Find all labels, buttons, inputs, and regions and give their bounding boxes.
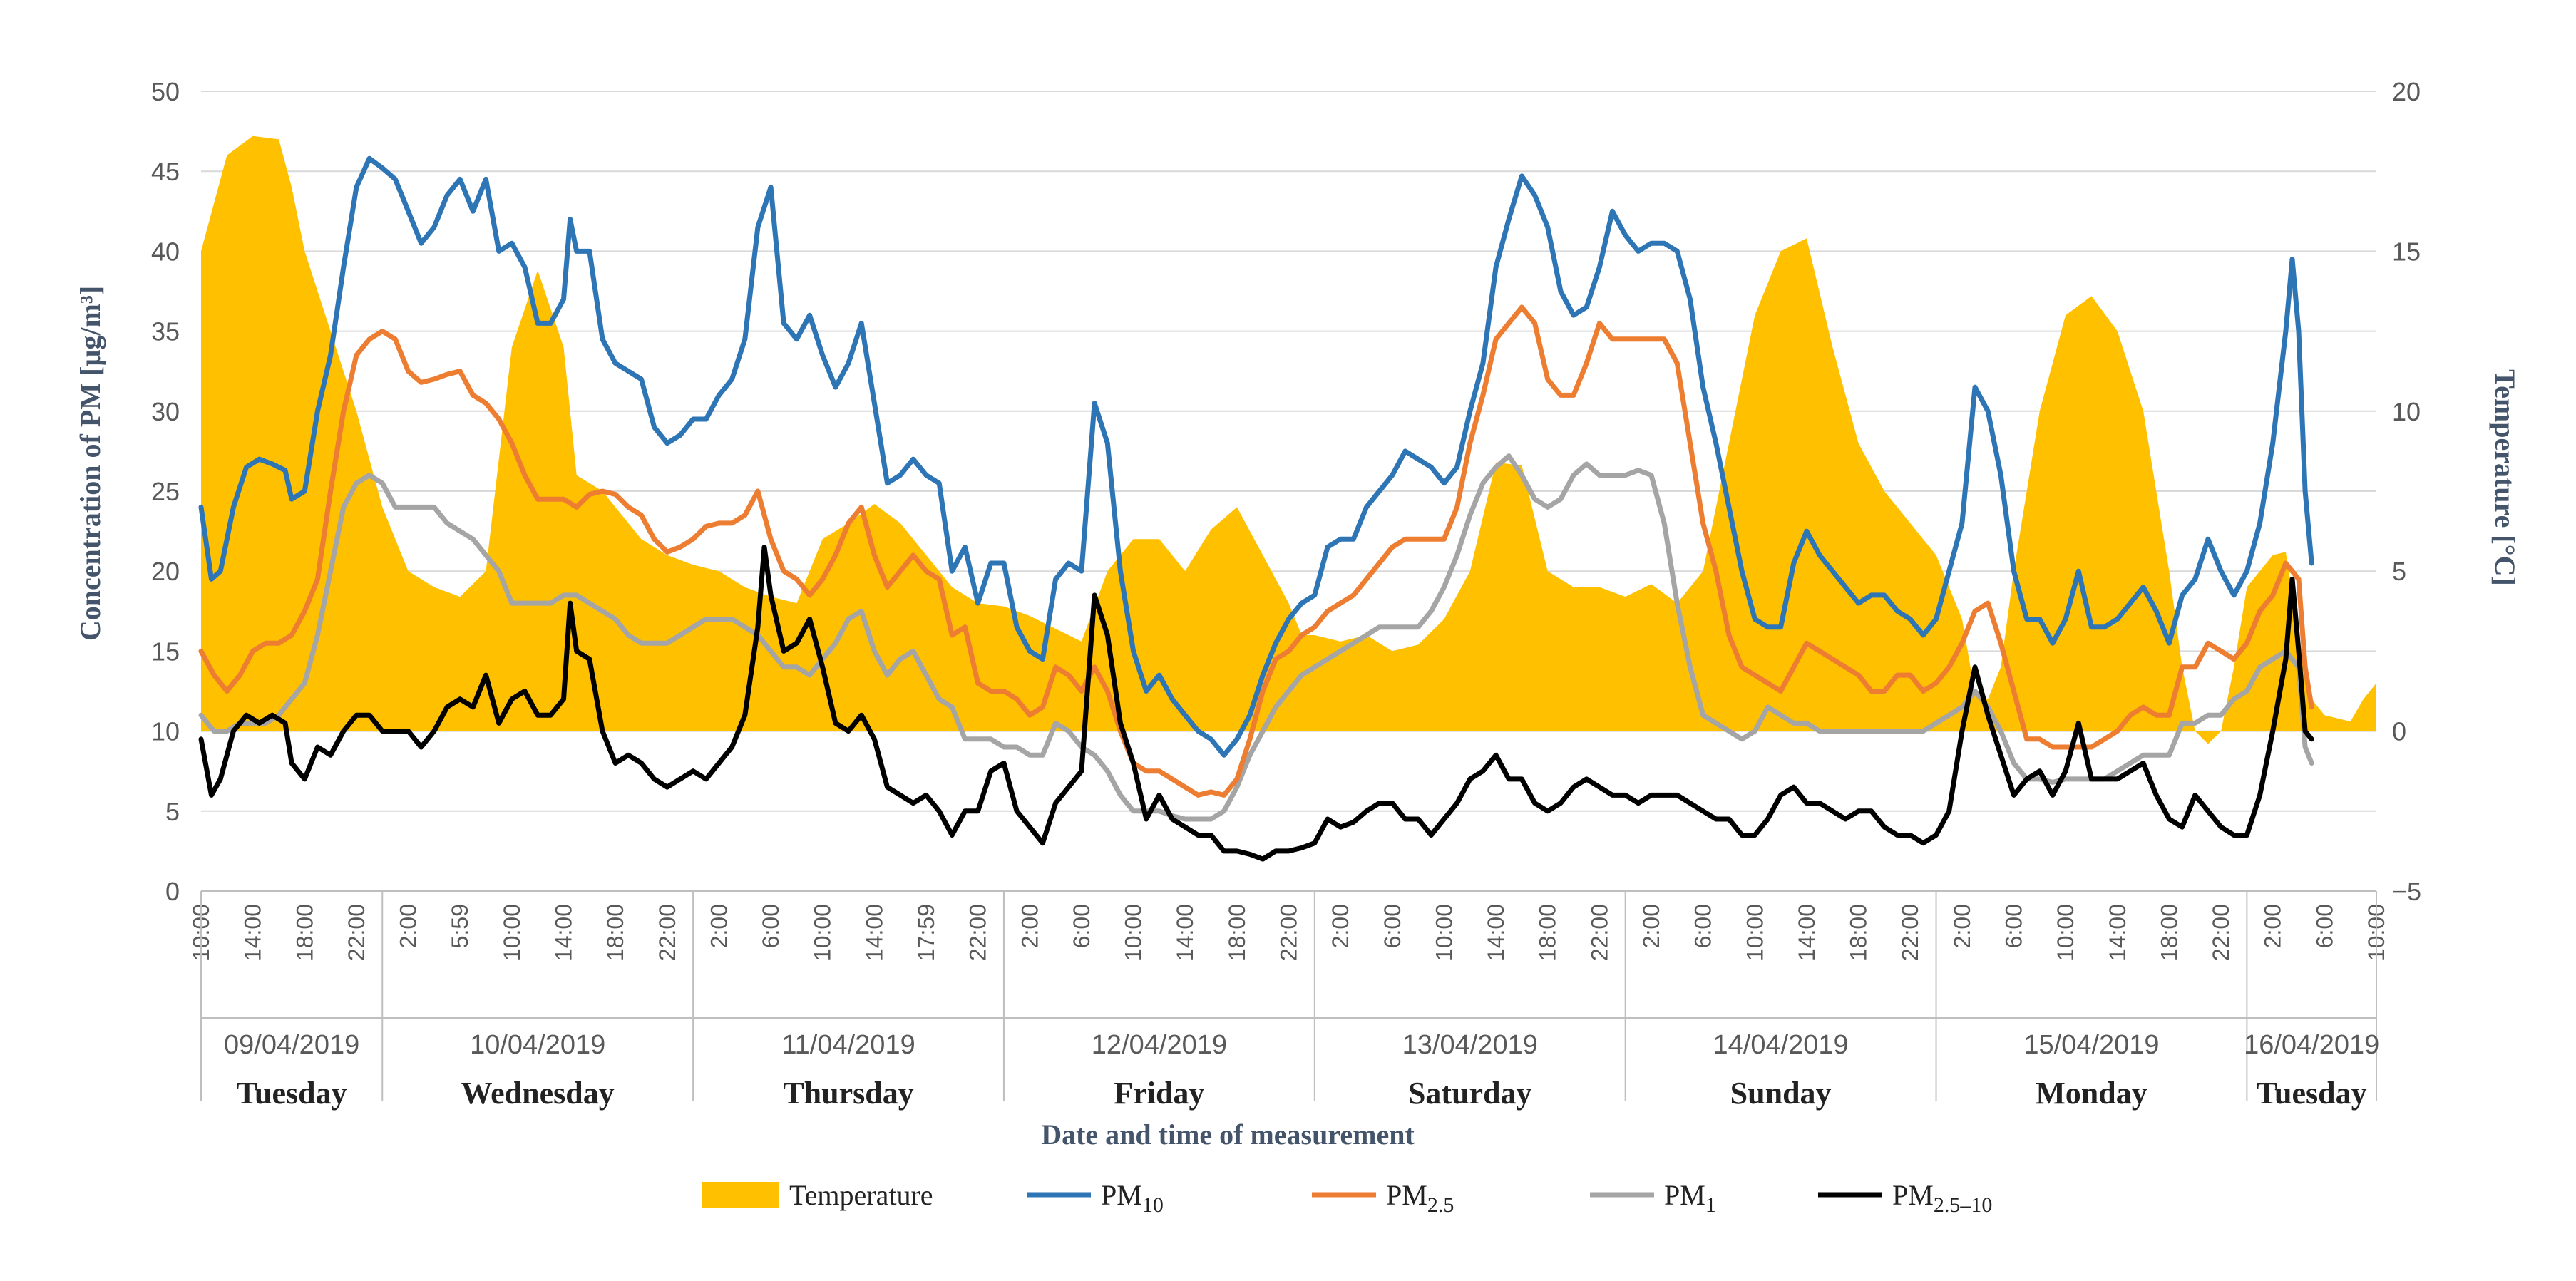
x-time-tick-label: 22:00	[965, 904, 991, 961]
y-left-tick-label: 0	[165, 877, 180, 906]
x-time-tick-label: 6:00	[1069, 904, 1094, 948]
x-time-tick-label: 6:00	[2311, 904, 2337, 948]
y-right-tick-label: −5	[2392, 877, 2421, 906]
y-left-tick-label: 15	[151, 637, 180, 666]
x-axis: 10:00 14:00 18:00 22:00 2:00 5:59 10:00 14:00 18…	[188, 890, 2389, 1111]
legend-label: PM1	[1664, 1179, 1716, 1217]
series-line-pm2-5	[198, 304, 2314, 798]
x-time-tick-label: 10:00	[810, 904, 836, 961]
y-right-tick-label: 20	[2392, 77, 2421, 106]
y-left-tick-label: 25	[151, 477, 180, 506]
x-time-tick-label: 6:00	[758, 904, 784, 948]
x-time-tick-label: 18:00	[1846, 904, 1872, 961]
x-day-label: Wednesday	[461, 1076, 615, 1111]
x-time-tick-label: 18:00	[1535, 904, 1561, 961]
y-right-tick-label: 5	[2392, 557, 2406, 586]
y-left-tick-label: 35	[151, 317, 180, 346]
x-time-tick-label: 14:00	[2105, 904, 2130, 961]
y-left-tick-label: 50	[151, 77, 180, 106]
y-left-tick-label: 5	[165, 797, 180, 826]
y-left-tick-label: 40	[151, 237, 180, 266]
x-time-tick-label: 6:00	[1690, 904, 1716, 948]
x-time-tick-label: 22:00	[344, 904, 369, 961]
x-time-tick-label: 18:00	[602, 904, 628, 961]
x-day-label: Saturday	[1408, 1076, 1532, 1111]
x-time-tick-label: 10:00	[499, 904, 525, 961]
y-left-tick-label: 30	[151, 397, 180, 426]
x-time-tick-label: 2:00	[396, 904, 421, 948]
x-time-tick-label: 22:00	[1586, 904, 1612, 961]
x-time-tick-label: 2:00	[1638, 904, 1664, 948]
x-time-tick-label: 2:00	[1017, 904, 1042, 948]
x-date-label: 13/04/2019	[1402, 1030, 1538, 1060]
legend-item: Temperature	[702, 1179, 933, 1211]
y-axis-left: 0 5 10 15 20 25 30 35 40 45 50	[151, 77, 180, 906]
y-right-tick-label: 10	[2392, 397, 2421, 426]
x-date-label: 16/04/2019	[2244, 1030, 2379, 1060]
x-time-tick-label: 22:00	[1897, 904, 1923, 961]
x-time-tick-label: 2:00	[2260, 904, 2286, 948]
x-time-tick-label: 6:00	[2001, 904, 2027, 948]
legend: Temperature PM10 PM2.5 PM1 PM2.5–10	[702, 1179, 1992, 1217]
x-time-tick-label: 14:00	[1483, 904, 1509, 961]
temperature-area-layer	[201, 135, 2376, 744]
x-time-tick-label: 14:00	[861, 904, 887, 961]
series-area-temperature	[201, 135, 2376, 744]
x-date-label: 10/04/2019	[470, 1030, 605, 1060]
y-axis-right: −5 0 5 10 15 20	[2392, 77, 2421, 906]
y-axis-left-title: Concentration of PM [µg/m³]	[74, 286, 106, 641]
x-time-tick-label: 17:59	[913, 904, 939, 961]
x-time-tick-label: 22:00	[2208, 904, 2234, 961]
x-time-tick-label: 2:00	[1949, 904, 1975, 948]
x-time-tick-label: 14:00	[1794, 904, 1820, 961]
y-left-tick-label: 45	[151, 157, 180, 186]
series-line-pm2-5-10	[198, 545, 2314, 862]
x-date-label: 09/04/2019	[224, 1030, 359, 1060]
x-time-tick-label: 18:00	[2156, 904, 2182, 961]
x-time-tick-label: 22:00	[1276, 904, 1302, 961]
x-day-label: Thursday	[783, 1076, 913, 1111]
x-date-label: 14/04/2019	[1713, 1030, 1849, 1060]
x-axis-title: Date and time of measurement	[1041, 1118, 1415, 1151]
x-time-tick-label: 22:00	[655, 904, 680, 961]
x-time-tick-label: 14:00	[1172, 904, 1198, 961]
x-time-tick-label: 2:00	[706, 904, 732, 948]
x-time-tick-label: 10:00	[1431, 904, 1457, 961]
x-time-tick-label: 10:00	[2053, 904, 2078, 961]
x-time-tick-label: 10:00	[1742, 904, 1767, 961]
pm-lines-layer	[198, 155, 2314, 862]
x-date-label: 15/04/2019	[2023, 1030, 2159, 1060]
legend-label: PM2.5	[1386, 1179, 1454, 1217]
y-axis-right-title: Temperature [°C]	[2489, 369, 2521, 586]
y-right-tick-label: 15	[2392, 237, 2421, 266]
legend-item: PM1	[1590, 1179, 1716, 1217]
legend-item: PM2.5–10	[1818, 1179, 1992, 1217]
y-left-tick-label: 20	[151, 557, 180, 586]
legend-item: PM10	[1027, 1179, 1164, 1217]
x-day-label: Sunday	[1730, 1076, 1832, 1111]
x-time-tick-label: 14:00	[551, 904, 577, 961]
x-time-tick-label: 18:00	[292, 904, 317, 961]
y-right-tick-label: 0	[2392, 717, 2406, 746]
legend-swatch-area	[702, 1182, 779, 1208]
x-day-label: Tuesday	[237, 1076, 347, 1111]
x-time-tick-label: 10:00	[1121, 904, 1146, 961]
legend-item: PM2.5	[1312, 1179, 1454, 1217]
x-date-label: 11/04/2019	[781, 1030, 915, 1060]
x-day-label: Tuesday	[2257, 1076, 2367, 1111]
x-time-tick-label: 6:00	[1380, 904, 1405, 948]
legend-label: PM2.5–10	[1892, 1179, 1992, 1217]
legend-label: PM10	[1101, 1179, 1164, 1217]
x-date-label: 12/04/2019	[1092, 1030, 1227, 1060]
x-time-tick-label: 5:59	[447, 904, 473, 948]
series-line-pm10	[198, 155, 2314, 758]
x-time-tick-label: 14:00	[240, 904, 266, 961]
x-day-label: Monday	[2036, 1076, 2147, 1111]
x-time-tick-label: 18:00	[1224, 904, 1250, 961]
legend-label: Temperature	[789, 1179, 933, 1211]
y-left-tick-label: 10	[151, 717, 180, 746]
x-time-tick-label: 2:00	[1328, 904, 1353, 948]
x-day-label: Friday	[1114, 1076, 1204, 1111]
